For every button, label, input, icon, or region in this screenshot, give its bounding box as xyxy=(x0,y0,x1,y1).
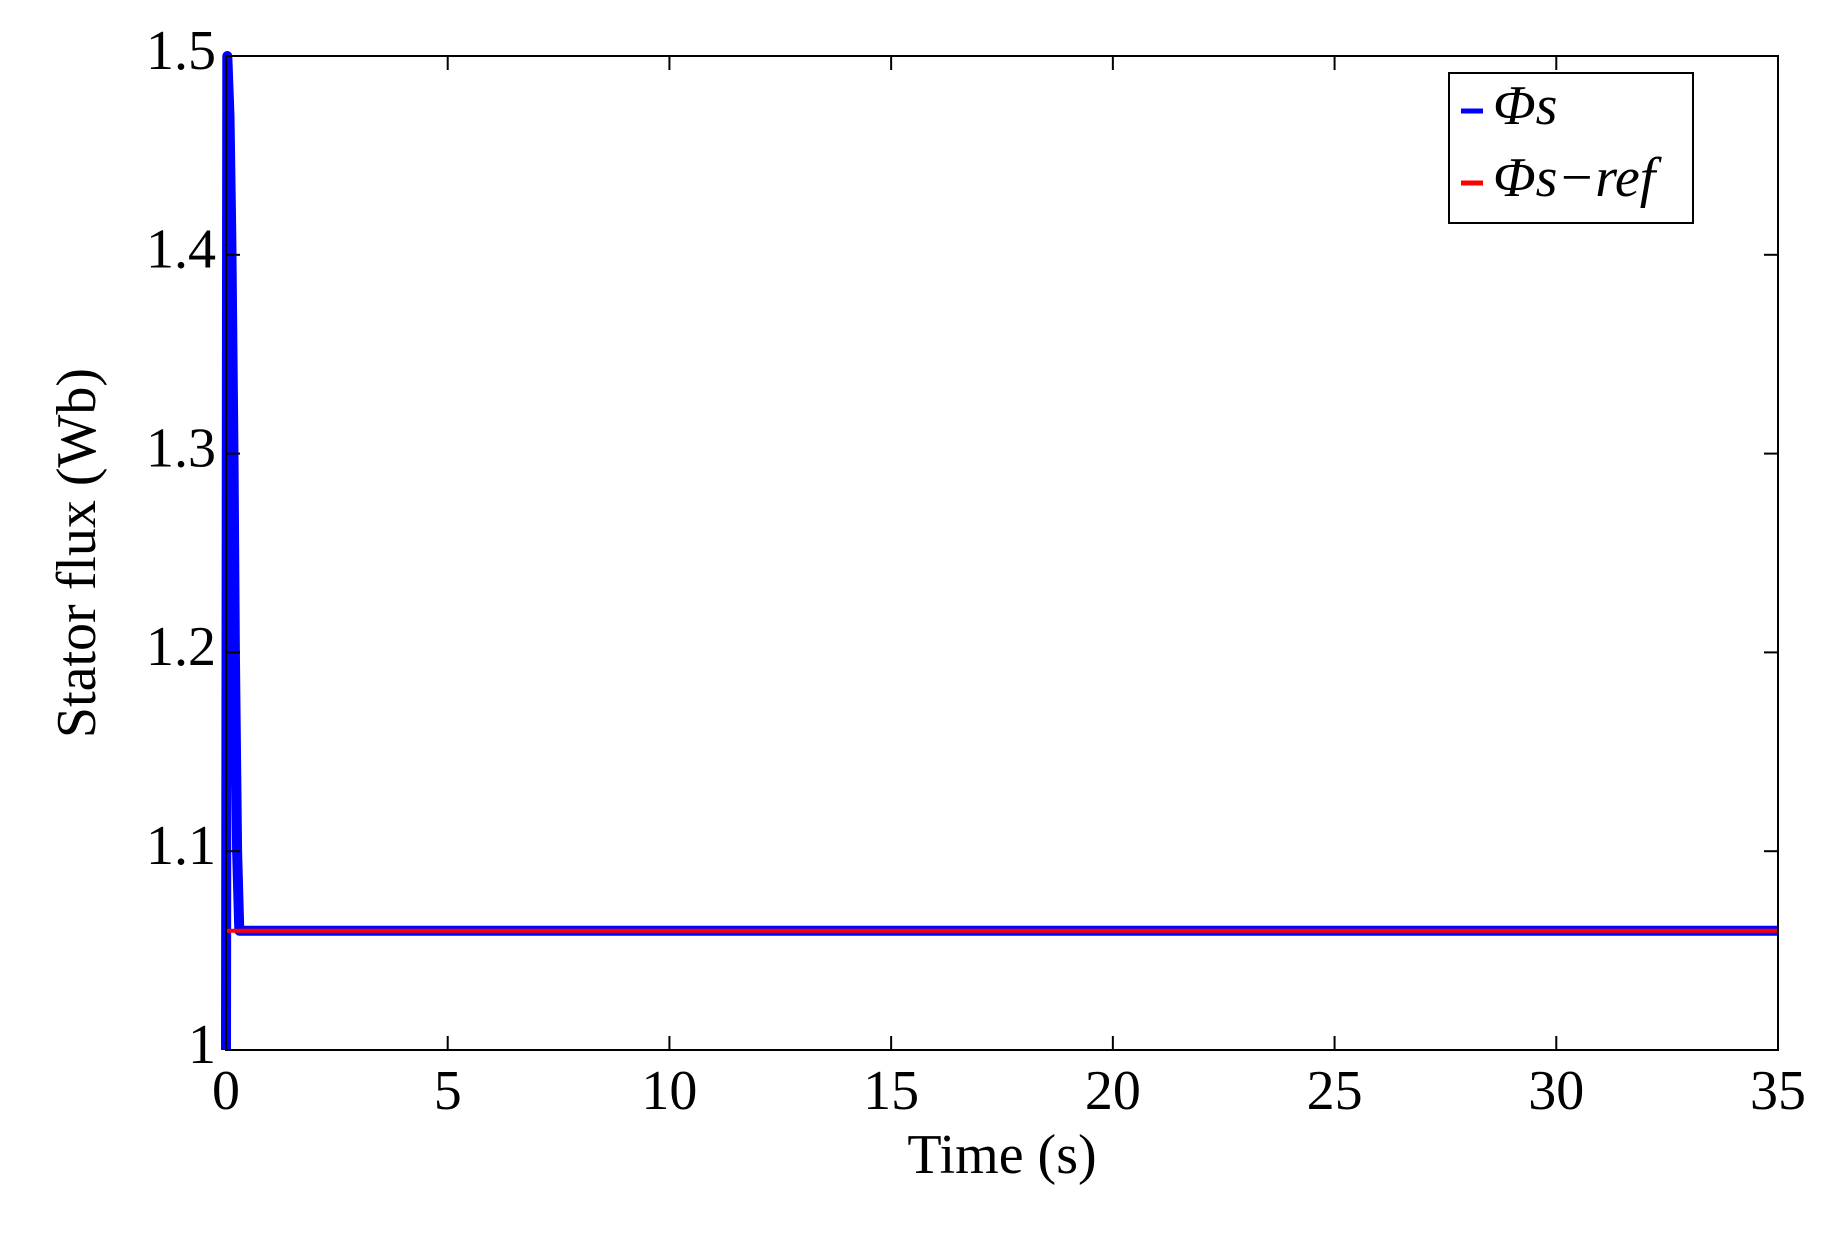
x-tick-label: 15 xyxy=(863,1060,919,1122)
legend-box xyxy=(1448,72,1694,224)
x-tick-label: 5 xyxy=(434,1060,462,1122)
legend-label: Φs xyxy=(1493,75,1557,137)
x-tick-label: 35 xyxy=(1750,1060,1806,1122)
y-tick-label: 1 xyxy=(188,1014,216,1076)
plot-frame xyxy=(225,55,1779,1051)
x-tick-label: 20 xyxy=(1085,1060,1141,1122)
y-tick-label: 1.3 xyxy=(146,417,216,479)
x-tick-label: 30 xyxy=(1528,1060,1584,1122)
x-axis-label: Time (s) xyxy=(907,1124,1096,1186)
y-tick-label: 1.4 xyxy=(146,219,216,281)
y-axis-label: Stator flux (Wb) xyxy=(46,368,108,738)
x-tick-label: 10 xyxy=(641,1060,697,1122)
y-tick-label: 1.2 xyxy=(146,616,216,678)
x-tick-label: 25 xyxy=(1307,1060,1363,1122)
x-tick-label: 0 xyxy=(212,1060,240,1122)
y-tick-label: 1.5 xyxy=(146,20,216,82)
legend-label: Φs−ref xyxy=(1493,147,1663,209)
y-tick-label: 1.1 xyxy=(146,815,216,877)
